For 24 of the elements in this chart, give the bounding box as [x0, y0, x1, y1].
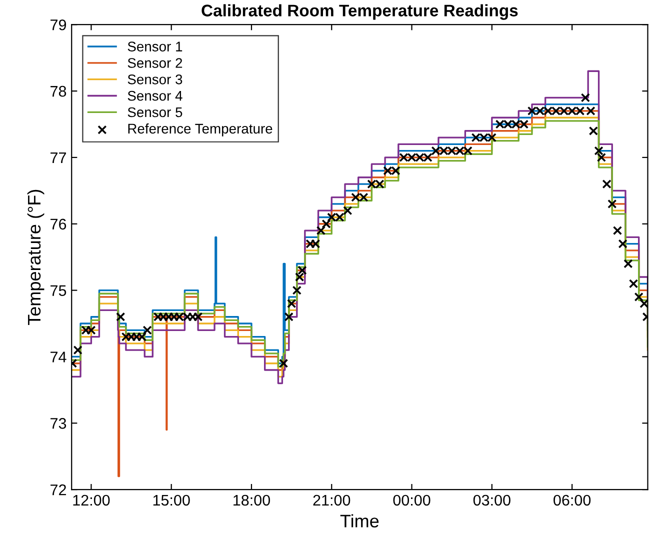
legend-label: Sensor 4 [128, 90, 182, 101]
x-tick-label: 12:00 [73, 494, 110, 506]
y-tick-label: 76 [50, 218, 66, 230]
x-axis-title: Time [340, 514, 379, 528]
y-tick-label: 78 [50, 86, 66, 97]
legend-label: Sensor 3 [128, 74, 182, 84]
legend-label: Sensor 1 [128, 42, 182, 52]
legend-label: Sensor 5 [128, 107, 182, 118]
y-tick-label: 77 [50, 152, 66, 163]
y-tick-label: 72 [50, 484, 66, 496]
x-tick-label: 15:00 [153, 494, 190, 506]
y-tick-label: 79 [50, 19, 66, 30]
x-tick-label: 18:00 [234, 494, 270, 506]
x-tick-label: 03:00 [473, 494, 510, 506]
x-tick-label: 06:00 [554, 494, 591, 506]
chart-title: Calibrated Room Temperature Readings [202, 4, 518, 20]
y-tick-label: 73 [50, 418, 66, 429]
legend-label: Reference Temperature [128, 123, 272, 136]
x-tick-label: 21:00 [313, 494, 350, 506]
y-tick-label: 75 [50, 285, 66, 296]
y-axis-title: Temperature (°F) [27, 190, 44, 325]
y-tick-label: 74 [50, 352, 66, 362]
legend-label: Sensor 2 [128, 58, 182, 68]
x-tick-label: 00:00 [393, 494, 430, 506]
